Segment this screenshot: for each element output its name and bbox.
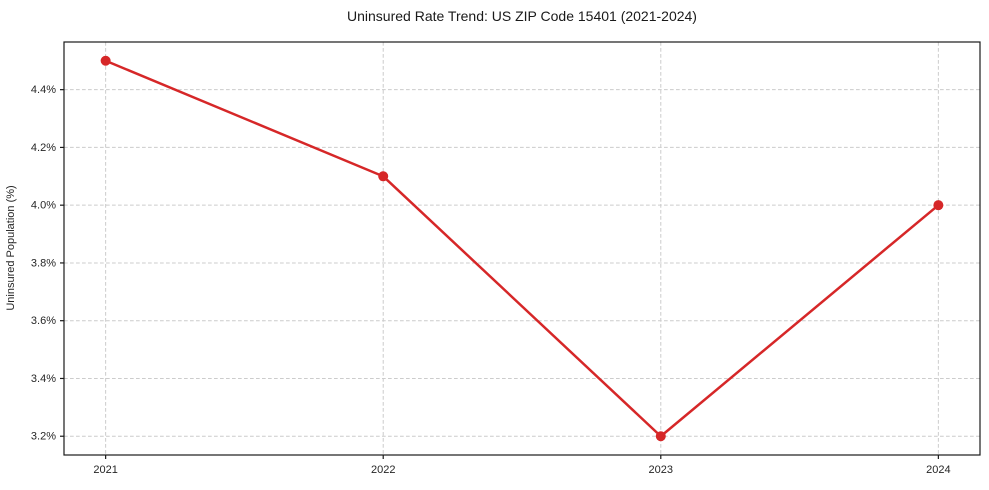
tick-labels: 3.2% 3.4% 3.6% 3.8% 4.0% 4.2% 4.4% 2021 2022 2023…: [31, 84, 951, 476]
y-axis-label: Uninsured Population (%): [5, 185, 17, 310]
data-series: [100, 55, 944, 442]
chart-title: Uninsured Rate Trend: US ZIP Code 15401 …: [347, 8, 697, 24]
y-tick-label: 4.2%: [31, 142, 56, 154]
x-tick-label: 2024: [926, 464, 950, 476]
x-tick-label: 2022: [371, 464, 395, 476]
y-tick-label: 3.2%: [31, 431, 56, 443]
plot-border: [63, 41, 981, 456]
data-point: [655, 431, 666, 442]
trend-line: [104, 59, 940, 438]
x-tick-label: 2021: [93, 464, 117, 476]
y-tick-label: 3.8%: [31, 257, 56, 269]
data-point: [378, 171, 389, 182]
y-tick-label: 3.4%: [31, 373, 56, 385]
gridlines: [64, 42, 980, 455]
y-tick-label: 4.0%: [31, 200, 56, 212]
y-tick-label: 3.6%: [31, 315, 56, 327]
y-tick-label: 4.4%: [31, 84, 56, 96]
axis-ticks: [60, 89, 939, 459]
data-point: [100, 55, 111, 66]
data-point: [933, 200, 944, 211]
x-tick-label: 2023: [649, 464, 673, 476]
